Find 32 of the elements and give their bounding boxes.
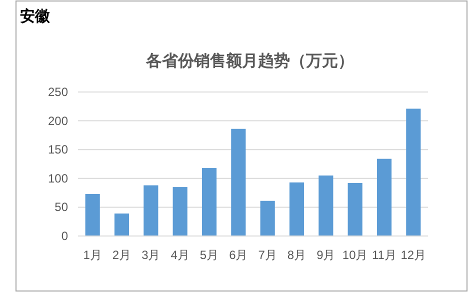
chart-title: 各省份销售额月趋势（万元）: [145, 52, 354, 70]
x-tick-label: 1月: [83, 248, 102, 262]
bar: [144, 185, 158, 236]
chart-subtitle: 安徽: [20, 7, 51, 25]
bar: [260, 200, 275, 236]
x-tick-label: 8月: [287, 248, 306, 262]
x-tick-label: 6月: [229, 248, 248, 262]
bar: [348, 183, 362, 236]
x-tick-label: 12月: [400, 248, 426, 262]
x-tick-label: 10月: [342, 248, 368, 262]
bar: [85, 194, 100, 236]
x-tick-label: 5月: [200, 248, 219, 262]
x-tick-label: 7月: [258, 248, 277, 262]
bar: [114, 214, 130, 236]
bar: [289, 182, 304, 236]
bar: [202, 168, 217, 236]
x-tick-label: 2月: [112, 248, 132, 262]
bar: [376, 158, 392, 236]
x-tick-label: 11月: [372, 248, 396, 262]
x-tick-label: 9月: [316, 248, 336, 262]
x-tick-label: 3月: [142, 248, 160, 262]
bar: [318, 176, 334, 236]
y-tick-label: 50: [54, 200, 68, 214]
x-tick-label: 4月: [170, 248, 190, 262]
y-tick-label: 0: [61, 229, 68, 243]
y-tick-label: 100: [48, 171, 68, 186]
bar: [172, 187, 188, 236]
bar: [406, 108, 421, 236]
y-tick-label: 200: [48, 114, 68, 128]
y-tick-label: 150: [48, 142, 68, 157]
bar: [231, 128, 246, 236]
y-tick-label: 250: [48, 85, 68, 99]
